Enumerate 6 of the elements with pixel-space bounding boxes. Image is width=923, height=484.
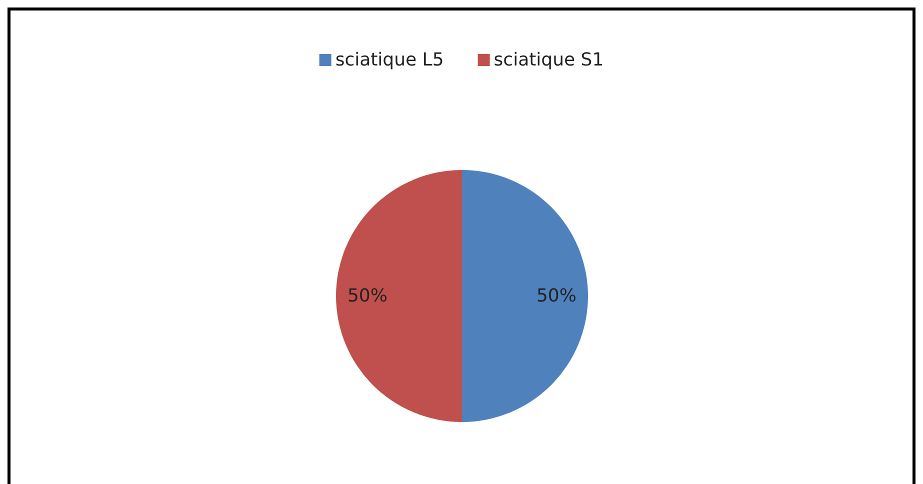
- data-label: 50%: [536, 286, 577, 306]
- pie-slice: [336, 170, 462, 422]
- legend-label: sciatique L5: [335, 50, 444, 70]
- legend-label: sciatique S1: [494, 50, 604, 70]
- data-label: 50%: [347, 286, 388, 306]
- pie-slice: [462, 170, 588, 422]
